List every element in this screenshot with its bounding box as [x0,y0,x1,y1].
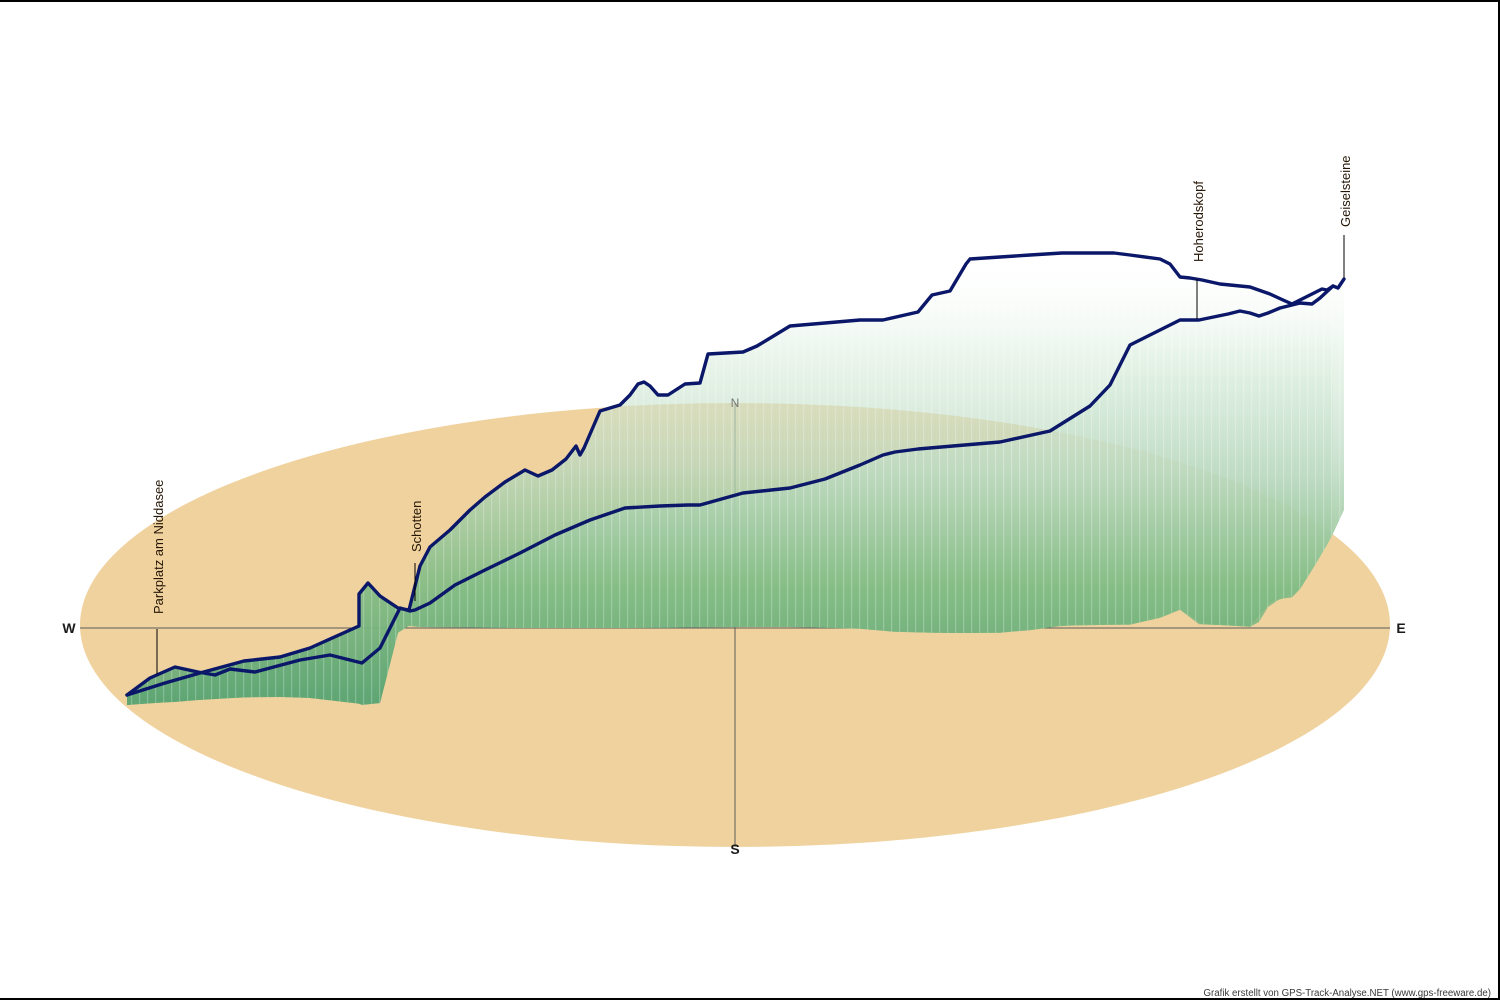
svg-text:Grafik erstellt von GPS-Track-: Grafik erstellt von GPS-Track-Analyse.NE… [1204,988,1491,999]
svg-text:S: S [730,841,739,857]
svg-text:W: W [62,620,76,636]
svg-text:Geiselsteine: Geiselsteine [1338,155,1353,227]
svg-text:E: E [1396,620,1405,636]
svg-text:N: N [731,396,740,410]
svg-text:Parkplatz am Niddasee: Parkplatz am Niddasee [151,480,166,614]
svg-text:Schotten: Schotten [409,501,424,552]
svg-text:Hoherodskopf: Hoherodskopf [1191,181,1206,262]
